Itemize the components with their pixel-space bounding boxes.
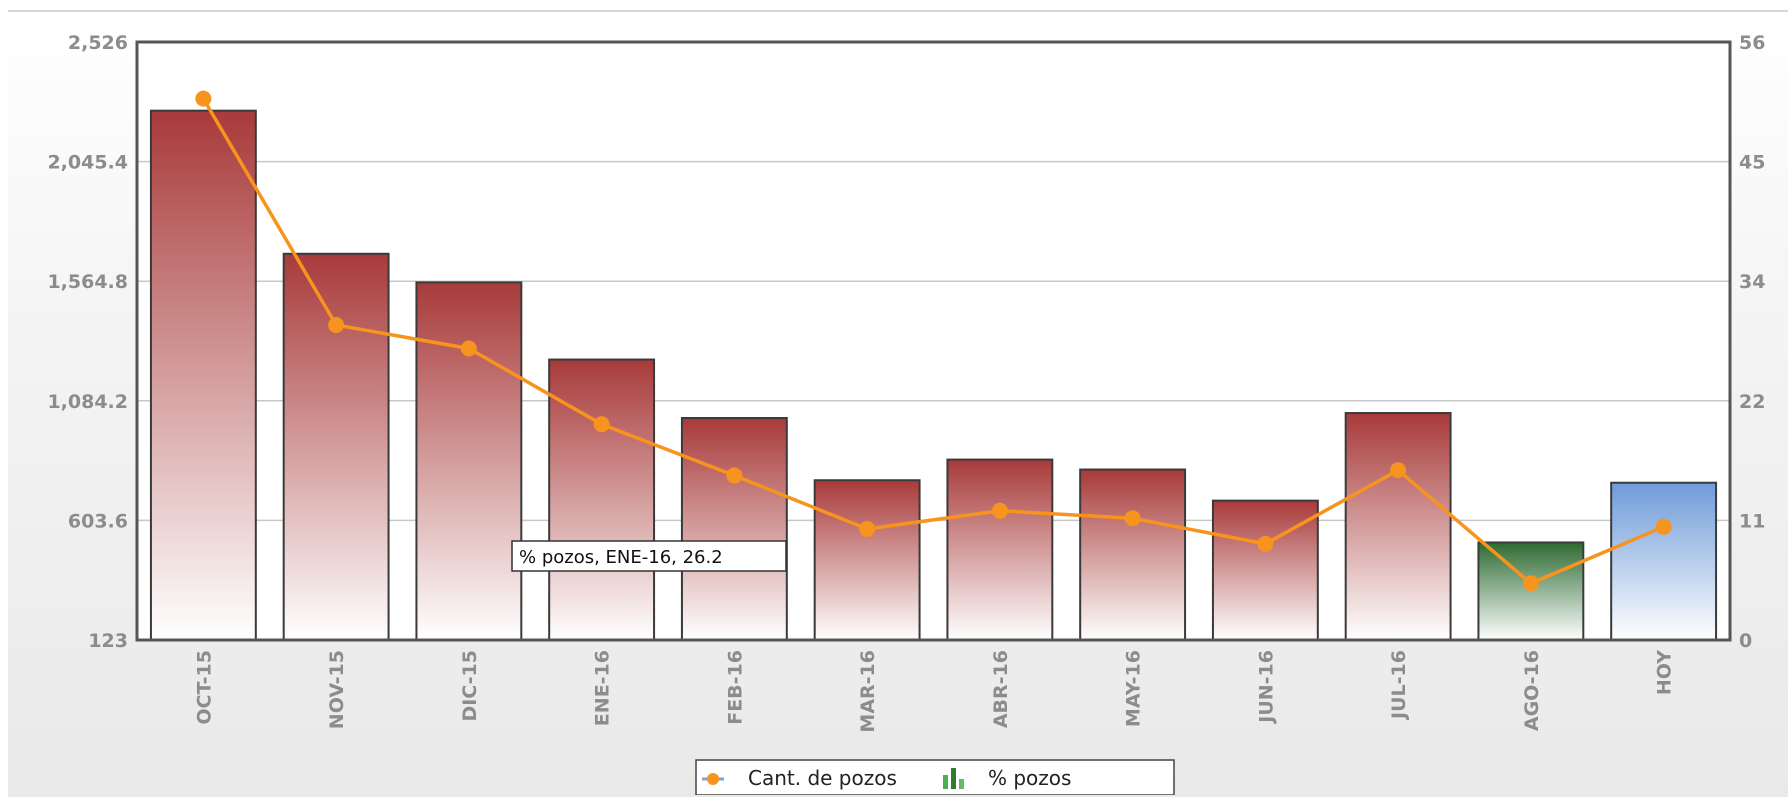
- legend: Cant. de pozos % pozos: [695, 759, 1175, 795]
- x-tick-label: ABR-16: [990, 650, 1012, 728]
- tooltip-box: [511, 540, 787, 572]
- point-jul-16[interactable]: [1390, 462, 1407, 479]
- bar-oct-15[interactable]: [149, 109, 257, 641]
- bar-feb-16[interactable]: [680, 417, 788, 641]
- point-hoy[interactable]: [1655, 518, 1672, 535]
- bar-dic-15[interactable]: [415, 281, 523, 641]
- legend-label-cant-pozos: Cant. de pozos: [748, 766, 897, 790]
- point-ago-16[interactable]: [1522, 575, 1539, 592]
- plot-background: [137, 42, 1730, 640]
- y-left-tick-label: 2,045.4: [47, 152, 128, 174]
- y-right-tick-label: 22: [1739, 391, 1765, 413]
- y-left-tick-label: 2,526: [68, 32, 128, 54]
- x-axis: OCT-15 NOV-15 DIC-15 ENE-16 FEB-16 MAR-16 ABR-…: [193, 650, 1675, 733]
- bar-mar-16[interactable]: [813, 479, 921, 641]
- grid-lines: [137, 42, 1730, 640]
- point-mar-16[interactable]: [859, 520, 876, 537]
- bar-hoy[interactable]: [1610, 481, 1718, 641]
- point-dic-15[interactable]: [460, 340, 477, 357]
- x-tick-label: JUL-16: [1388, 650, 1410, 721]
- y-left-tick-label: 603.6: [68, 510, 128, 532]
- point-ene-16[interactable]: [593, 416, 610, 433]
- y-left-tick-label: 1,084.2: [47, 391, 128, 413]
- point-nov-15[interactable]: [328, 316, 345, 333]
- y-axis-right: 0 11 22 34 45 56: [1739, 32, 1765, 652]
- plot-frame: [135, 40, 1732, 642]
- y-right-tick-label: 11: [1739, 510, 1765, 532]
- x-tick-label: DIC-15: [459, 650, 481, 722]
- x-tick-label: MAY-16: [1123, 650, 1145, 727]
- legend-box: [695, 759, 1175, 795]
- y-right-tick-label: 56: [1739, 32, 1765, 54]
- y-left-tick-label: 123: [88, 630, 128, 652]
- x-tick-label: HOY: [1654, 650, 1676, 695]
- x-tick-label: OCT-15: [193, 650, 215, 725]
- tooltip: % pozos, ENE-16, 26.2: [511, 540, 787, 572]
- x-tick-label: JUN-16: [1255, 650, 1277, 725]
- point-abr-16[interactable]: [991, 502, 1008, 519]
- bar-abr-16[interactable]: [946, 458, 1054, 641]
- bar-jul-16[interactable]: [1344, 412, 1452, 641]
- y-right-tick-label: 34: [1739, 271, 1765, 293]
- bar-chart-icon: [943, 768, 964, 789]
- x-tick-label: FEB-16: [724, 650, 746, 725]
- y-axis-left: 123 603.6 1,084.2 1,564.8 2,045.4 2,526: [47, 32, 128, 652]
- point-may-16[interactable]: [1124, 510, 1141, 527]
- y-left-tick-label: 1,564.8: [47, 271, 128, 293]
- line-cant-pozos: [201, 97, 1665, 586]
- point-oct-15[interactable]: [195, 90, 212, 107]
- line-marker-icon: [702, 773, 724, 785]
- point-feb-16[interactable]: [726, 467, 743, 484]
- line-series: [195, 90, 1672, 592]
- bar-may-16[interactable]: [1079, 468, 1187, 641]
- bar-nov-15[interactable]: [282, 252, 390, 641]
- tooltip-text: % pozos, ENE-16, 26.2: [519, 547, 723, 568]
- point-jun-16[interactable]: [1257, 535, 1274, 552]
- x-tick-label: MAR-16: [857, 650, 879, 733]
- y-right-tick-label: 45: [1739, 152, 1765, 174]
- bar-series: [149, 109, 1718, 641]
- x-tick-label: ENE-16: [592, 650, 614, 726]
- y-right-tick-label: 0: [1739, 630, 1752, 652]
- x-tick-label: AGO-16: [1521, 650, 1543, 731]
- legend-label-pct-pozos: % pozos: [988, 766, 1071, 790]
- x-tick-label: NOV-15: [326, 650, 348, 729]
- bar-ago-16[interactable]: [1477, 541, 1585, 641]
